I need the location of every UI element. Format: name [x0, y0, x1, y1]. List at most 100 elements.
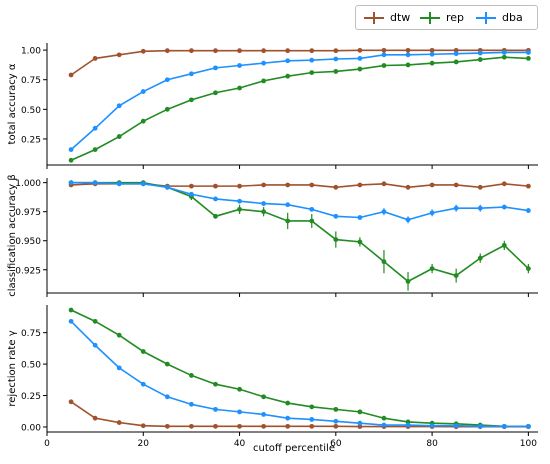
y-axis-label: classification accuracy β [7, 174, 18, 297]
data-point-dba [477, 205, 483, 211]
y-tick-label: 0.25 [21, 135, 41, 145]
data-point-dtw [68, 399, 74, 405]
data-point-dtw [381, 181, 387, 187]
data-point-dtw [477, 184, 483, 190]
x-tick-label: 80 [426, 439, 438, 449]
y-tick-label: 0.950 [15, 237, 41, 247]
data-point-dtw [333, 48, 339, 54]
data-point-rep [357, 66, 363, 72]
data-point-rep [381, 63, 387, 68]
data-point-dba [116, 103, 122, 109]
data-point-rep [164, 106, 170, 112]
data-point-rep [477, 57, 483, 62]
legend-item-rep: rep [420, 10, 464, 26]
data-point-dba [68, 318, 74, 324]
data-point-dba [261, 411, 267, 417]
series-line-rep [70, 56, 529, 161]
data-point-dtw [116, 420, 122, 425]
data-point-dtw [453, 47, 459, 53]
data-point-dtw [357, 47, 363, 53]
data-point-rep [333, 237, 339, 242]
data-point-rep [381, 415, 387, 421]
y-tick-label: 0.50 [21, 361, 41, 371]
data-point-dtw [429, 182, 435, 188]
data-point-dba [501, 204, 507, 210]
data-point-dtw [525, 183, 531, 189]
data-point-dba [453, 423, 459, 429]
data-point-dba [140, 89, 146, 94]
data-point-rep [381, 259, 387, 265]
y-tick-label: 0.75 [21, 329, 41, 339]
legend-vbar-dba [485, 12, 487, 24]
data-point-dba [92, 125, 98, 131]
data-point-dtw [140, 48, 146, 54]
data-point-rep [429, 266, 435, 272]
data-point-dba [261, 201, 267, 206]
data-point-dba [405, 52, 411, 58]
data-point-rep [116, 332, 122, 338]
data-point-dba [285, 202, 291, 208]
data-point-dba [189, 71, 194, 77]
x-tick-label: 40 [234, 439, 246, 449]
data-point-dba [333, 418, 339, 424]
data-point-dba [237, 63, 242, 68]
data-point-rep [285, 218, 291, 224]
data-point-rep [405, 62, 411, 68]
y-tick-label: 0.925 [15, 266, 41, 276]
data-point-dba [381, 52, 387, 58]
data-point-rep [357, 409, 363, 415]
data-point-dtw [68, 72, 74, 78]
data-point-dtw [309, 423, 315, 429]
data-point-rep [429, 60, 435, 66]
data-point-dba [453, 51, 459, 57]
data-point-dba [116, 181, 122, 187]
data-point-rep [501, 242, 507, 248]
data-point-dtw [357, 424, 363, 429]
data-point-dtw [189, 183, 194, 189]
series-line-dba [70, 320, 529, 428]
series-line-dba [71, 181, 529, 221]
data-point-rep [333, 69, 339, 74]
data-point-dtw [333, 184, 339, 190]
data-point-dtw [285, 423, 291, 429]
data-point-rep [116, 134, 122, 139]
data-point-rep [237, 206, 242, 212]
data-point-dba [189, 191, 194, 197]
data-point-dtw [453, 182, 459, 188]
data-point-dba [405, 422, 411, 428]
series-line-dba [70, 51, 529, 151]
x-tick-label: 20 [138, 439, 150, 449]
data-point-dtw [189, 48, 194, 54]
data-point-rep [92, 147, 98, 153]
data-point-dba [309, 417, 315, 422]
y-axis-label: total accuracy α [7, 63, 18, 144]
data-point-dba [309, 206, 315, 212]
data-point-dba [213, 406, 218, 412]
data-point-rep [261, 394, 267, 400]
data-point-dba [525, 208, 531, 213]
data-point-rep [357, 239, 363, 245]
data-point-dtw [285, 48, 291, 54]
data-point-dba [164, 77, 170, 83]
data-point-dba [140, 181, 146, 187]
data-point-rep [333, 406, 339, 412]
data-point-dba [429, 210, 435, 216]
data-point-dtw [429, 47, 435, 53]
data-point-rep [140, 118, 146, 124]
data-point-dtw [189, 423, 194, 429]
data-point-rep [309, 70, 315, 76]
y-tick-label: 0.25 [21, 392, 41, 402]
data-point-rep [453, 273, 459, 278]
data-point-rep [237, 386, 242, 392]
data-point-dba [357, 55, 363, 61]
data-point-dba [333, 213, 339, 219]
x-tick-label: 60 [330, 439, 342, 449]
data-point-dba [453, 205, 459, 211]
data-point-dtw [164, 423, 170, 429]
data-point-dtw [237, 48, 242, 54]
series-line-rep [70, 309, 529, 428]
series-line-rep [71, 181, 529, 283]
data-point-dtw [213, 183, 218, 189]
